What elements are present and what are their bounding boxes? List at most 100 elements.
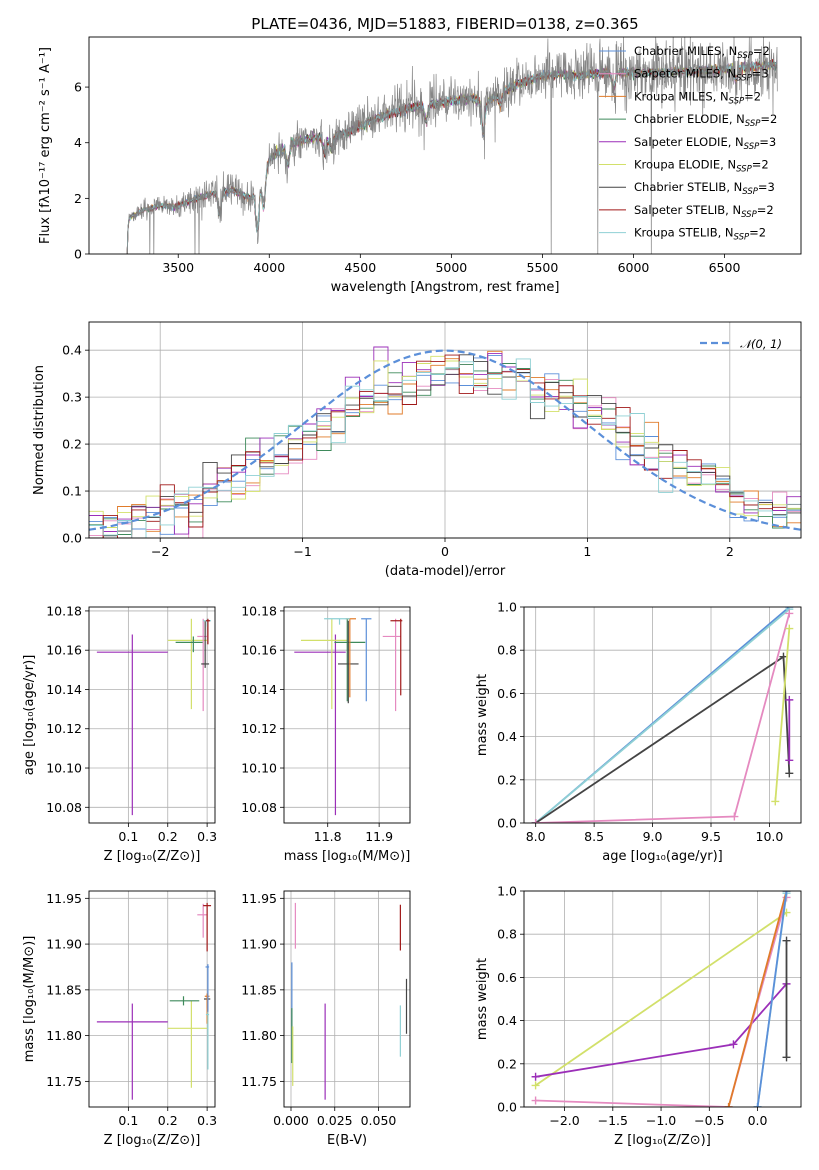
weight-marker-chabrier-stelib bbox=[782, 1053, 791, 1062]
y-axis-label: Flux [fλ10⁻¹⁷ erg cm⁻² s⁻¹ A⁻¹] bbox=[38, 47, 53, 244]
residual-histogram-salpeter-stelib bbox=[89, 354, 801, 538]
errorbar-point-salpeter-elodie bbox=[96, 634, 168, 816]
legend-label-salpeter-stelib: Salpeter STELIB, NSSP=2 bbox=[634, 203, 774, 220]
x-tick-label: 3500 bbox=[162, 260, 194, 275]
weight-marker-salpeter-miles bbox=[785, 609, 794, 618]
weight-series-salpeter-elodie bbox=[785, 695, 794, 765]
x-axis-label: Z [log₁₀(Z/Z⊙)] bbox=[104, 849, 201, 864]
y-tick-label: 10.08 bbox=[241, 800, 277, 815]
y-tick-label: 10.12 bbox=[241, 721, 277, 736]
errorbar-point-chabrier-elodie bbox=[169, 996, 200, 1006]
age-vs-metallicity-panel: 0.1 0.2 0.3 10.08 10.10 10.12 10.14 10.16 10.18 Z… bbox=[22, 603, 217, 864]
y-tick-label: 0.2 bbox=[497, 772, 517, 787]
weight-line-kroupa-elodie bbox=[774, 628, 791, 802]
y-axis-label: mass weight bbox=[475, 674, 490, 756]
x-tick-label: −1.5 bbox=[598, 1113, 628, 1128]
x-axis-label: mass [log₁₀(M/M⊙)] bbox=[284, 849, 411, 864]
residual-histogram-kroupa-stelib bbox=[89, 358, 801, 538]
x-tick-label: −1 bbox=[293, 544, 311, 559]
legend-label-chabrier-stelib: Chabrier STELIB, NSSP=3 bbox=[634, 180, 775, 197]
y-tick-label: 11.90 bbox=[241, 937, 277, 952]
age-vs-mass-panel: 11.8 11.9 10.08 10.10 10.12 10.14 10.16 10.18 ma… bbox=[241, 603, 411, 864]
errorbar-point-kroupa-elodie bbox=[167, 1000, 208, 1088]
y-tick-label: 10.10 bbox=[241, 761, 277, 776]
y-tick-label: 10.18 bbox=[46, 603, 82, 618]
y-tick-label: 11.85 bbox=[46, 982, 82, 997]
weight-marker-salpeter-elodie bbox=[785, 756, 794, 765]
x-tick-label: 10.0 bbox=[756, 829, 784, 844]
weight-series-kroupa-elodie bbox=[771, 624, 794, 806]
weight-marker-chabrier-stelib bbox=[785, 769, 794, 778]
weight-marker-salpeter-miles bbox=[531, 819, 540, 823]
axes-frame bbox=[88, 890, 216, 1108]
legend: Chabrier MILES, NSSP=2 Salpeter MILES, NS… bbox=[599, 44, 777, 243]
y-tick-label: 1.0 bbox=[497, 884, 517, 899]
plot-area bbox=[291, 902, 408, 1100]
x-tick-label: −2 bbox=[151, 544, 169, 559]
plot-area bbox=[531, 891, 791, 1107]
weight-series-salpeter-miles bbox=[531, 609, 794, 823]
spectrum-panel: 3500 4000 4500 5000 5500 6000 6500 0 2 4 6 waveleng… bbox=[38, 36, 802, 295]
x-axis-label: wavelength [Angstrom, rest frame] bbox=[331, 280, 560, 295]
y-tick-label: 11.75 bbox=[241, 1074, 277, 1089]
y-tick-label: 0.0 bbox=[62, 531, 82, 546]
y-tick-label: 0.4 bbox=[497, 1013, 517, 1028]
x-tick-label: 1 bbox=[583, 544, 591, 559]
x-tick-label: 11.9 bbox=[365, 829, 393, 844]
weight-line-salpeter-miles bbox=[535, 897, 788, 1107]
weight-marker-chabrier-stelib bbox=[782, 936, 791, 945]
errorbar-point-kroupa-elodie bbox=[167, 618, 208, 710]
axes-frame bbox=[523, 890, 802, 1108]
plot-area bbox=[96, 618, 212, 816]
x-tick-label: 0.025 bbox=[317, 1113, 353, 1128]
y-tick-label: 0.6 bbox=[497, 970, 517, 985]
errorbar-point-salpeter-stelib bbox=[390, 618, 403, 696]
errorbar-point-salpeter-stelib bbox=[203, 902, 212, 952]
axes-frame bbox=[88, 606, 216, 824]
plot-area bbox=[89, 346, 801, 538]
x-tick-label: 0.2 bbox=[158, 1113, 178, 1128]
y-tick-label: 0.1 bbox=[62, 484, 82, 499]
y-tick-label: 11.85 bbox=[241, 982, 277, 997]
weight-line-kroupa-elodie bbox=[535, 911, 788, 1087]
plot-area bbox=[96, 902, 212, 1100]
y-tick-label: 1.0 bbox=[497, 600, 517, 615]
x-tick-label: 0.050 bbox=[361, 1113, 397, 1128]
legend-label-salpeter-miles: Salpeter MILES, NSSP=3 bbox=[634, 67, 769, 84]
weight-marker-chabrier-miles bbox=[782, 891, 791, 895]
y-tick-label: 0 bbox=[74, 247, 82, 262]
x-tick-label: 0.1 bbox=[118, 1113, 138, 1128]
legend-label-kroupa-elodie: Kroupa ELODIE, NSSP=2 bbox=[634, 158, 769, 175]
errorbar-point-chabrier-stelib bbox=[201, 620, 210, 668]
x-tick-label: 0.000 bbox=[273, 1113, 309, 1128]
y-tick-label: 6 bbox=[74, 80, 82, 95]
errorbar-point-chabrier-miles bbox=[205, 964, 210, 1013]
errorbar-point-chabrier-miles bbox=[361, 618, 372, 702]
legend-label-chabrier-elodie: Chabrier ELODIE, NSSP=2 bbox=[634, 112, 777, 129]
x-tick-label: 8.0 bbox=[526, 829, 546, 844]
residuals-panel: −2 −1 0 1 2 0.0 0.1 0.2 0.3 0.4 (data-model)/error… bbox=[32, 321, 802, 579]
errorbar-point-kroupa-elodie bbox=[300, 618, 348, 710]
x-axis-label: Z [log₁₀(Z/Z⊙)] bbox=[614, 1133, 711, 1148]
weight-vs-metallicity-panel: −2.0 −1.5 −1.0 −0.5 0.0 0.0 0.2 0.4 0.6 0.8 1.0 Z [… bbox=[475, 884, 802, 1148]
y-tick-label: 11.90 bbox=[46, 937, 82, 952]
axes-overlay: 0.1 0.2 0.3 10.08 10.10 10.12 10.14 10.16 10.18 Z… bbox=[22, 603, 217, 864]
x-tick-label: 0.1 bbox=[118, 829, 138, 844]
y-tick-label: 0.4 bbox=[497, 729, 517, 744]
y-tick-label: 2 bbox=[74, 191, 82, 206]
y-tick-label: 0.2 bbox=[497, 1056, 517, 1071]
y-axis-label: mass [log₁₀(M/M⊙)] bbox=[22, 936, 37, 1063]
mass-vs-metallicity-panel: 0.1 0.2 0.3 11.75 11.80 11.85 11.90 11.95 Z [log… bbox=[22, 890, 217, 1148]
y-tick-label: 10.16 bbox=[241, 643, 277, 658]
weight-series-chabrier-miles bbox=[753, 891, 791, 1107]
plot-area bbox=[126, 37, 778, 254]
weight-marker-chabrier-miles bbox=[753, 1103, 762, 1107]
mass-vs-extinction-panel: 0.000 0.025 0.050 11.75 11.80 11.85 11.90 11.95… bbox=[241, 890, 411, 1148]
observed-spectrum bbox=[126, 37, 778, 254]
errorbar-point-salpeter-miles bbox=[382, 618, 401, 712]
y-tick-label: 0.0 bbox=[497, 816, 517, 831]
y-axis-label: mass weight bbox=[475, 958, 490, 1040]
y-tick-label: 11.95 bbox=[241, 891, 277, 906]
errorbar-point-kroupa-stelib bbox=[205, 1011, 210, 1070]
x-axis-label: age [log₁₀(age/yr)] bbox=[602, 849, 723, 864]
